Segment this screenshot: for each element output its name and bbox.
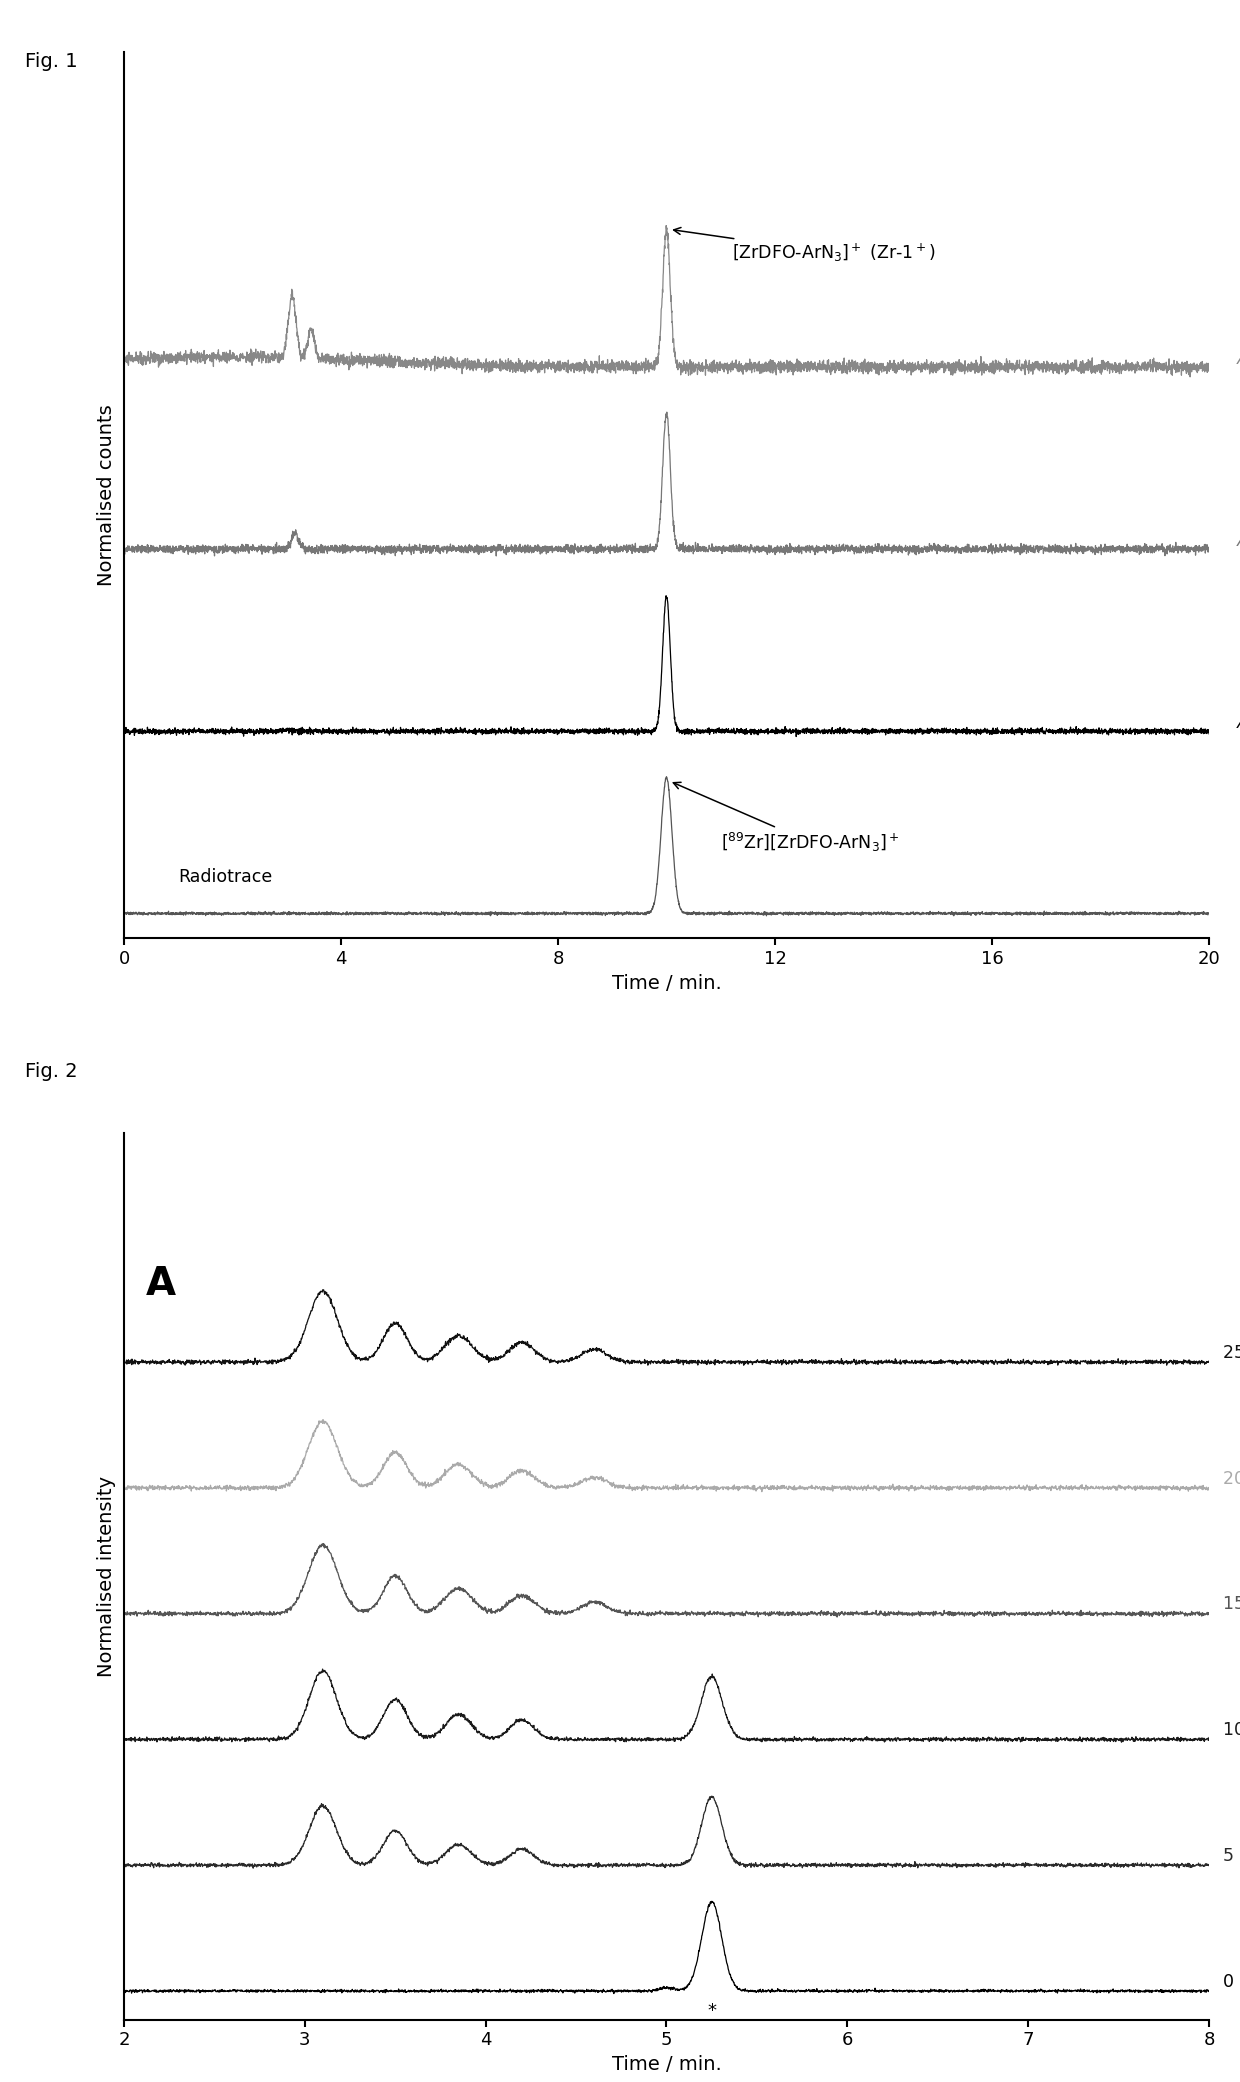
Text: 10 min.: 10 min.: [1224, 1722, 1240, 1738]
Text: [ZrDFO-ArN$_3$]$^+$ (Zr-1$^+$): [ZrDFO-ArN$_3$]$^+$ (Zr-1$^+$): [673, 227, 935, 264]
X-axis label: Time / min.: Time / min.: [611, 2055, 722, 2074]
X-axis label: Time / min.: Time / min.: [611, 974, 722, 993]
Text: $\lambda$ = 220 nm: $\lambda$ = 220 nm: [1236, 350, 1240, 369]
Text: [$^{89}$Zr][ZrDFO-ArN$_3$]$^+$: [$^{89}$Zr][ZrDFO-ArN$_3$]$^+$: [673, 783, 899, 854]
Text: 5 min.: 5 min.: [1224, 1847, 1240, 1865]
Text: Radiotrace: Radiotrace: [179, 868, 273, 887]
Text: $\lambda$ = 280 nm: $\lambda$ = 280 nm: [1236, 714, 1240, 733]
Y-axis label: Normalised intensity: Normalised intensity: [97, 1476, 115, 1676]
Text: Fig. 2: Fig. 2: [25, 1062, 77, 1081]
Text: 15 min.: 15 min.: [1224, 1595, 1240, 1614]
Text: A: A: [146, 1264, 176, 1303]
Text: 25 min.: 25 min.: [1224, 1343, 1240, 1362]
Y-axis label: Normalised counts: Normalised counts: [97, 404, 115, 585]
Text: 0 min.: 0 min.: [1224, 1974, 1240, 1990]
Text: *: *: [707, 2003, 717, 2020]
Text: Fig. 1: Fig. 1: [25, 52, 77, 71]
Text: 20 min.: 20 min.: [1224, 1470, 1240, 1489]
Text: $\lambda$ = 254 nm: $\lambda$ = 254 nm: [1236, 531, 1240, 550]
